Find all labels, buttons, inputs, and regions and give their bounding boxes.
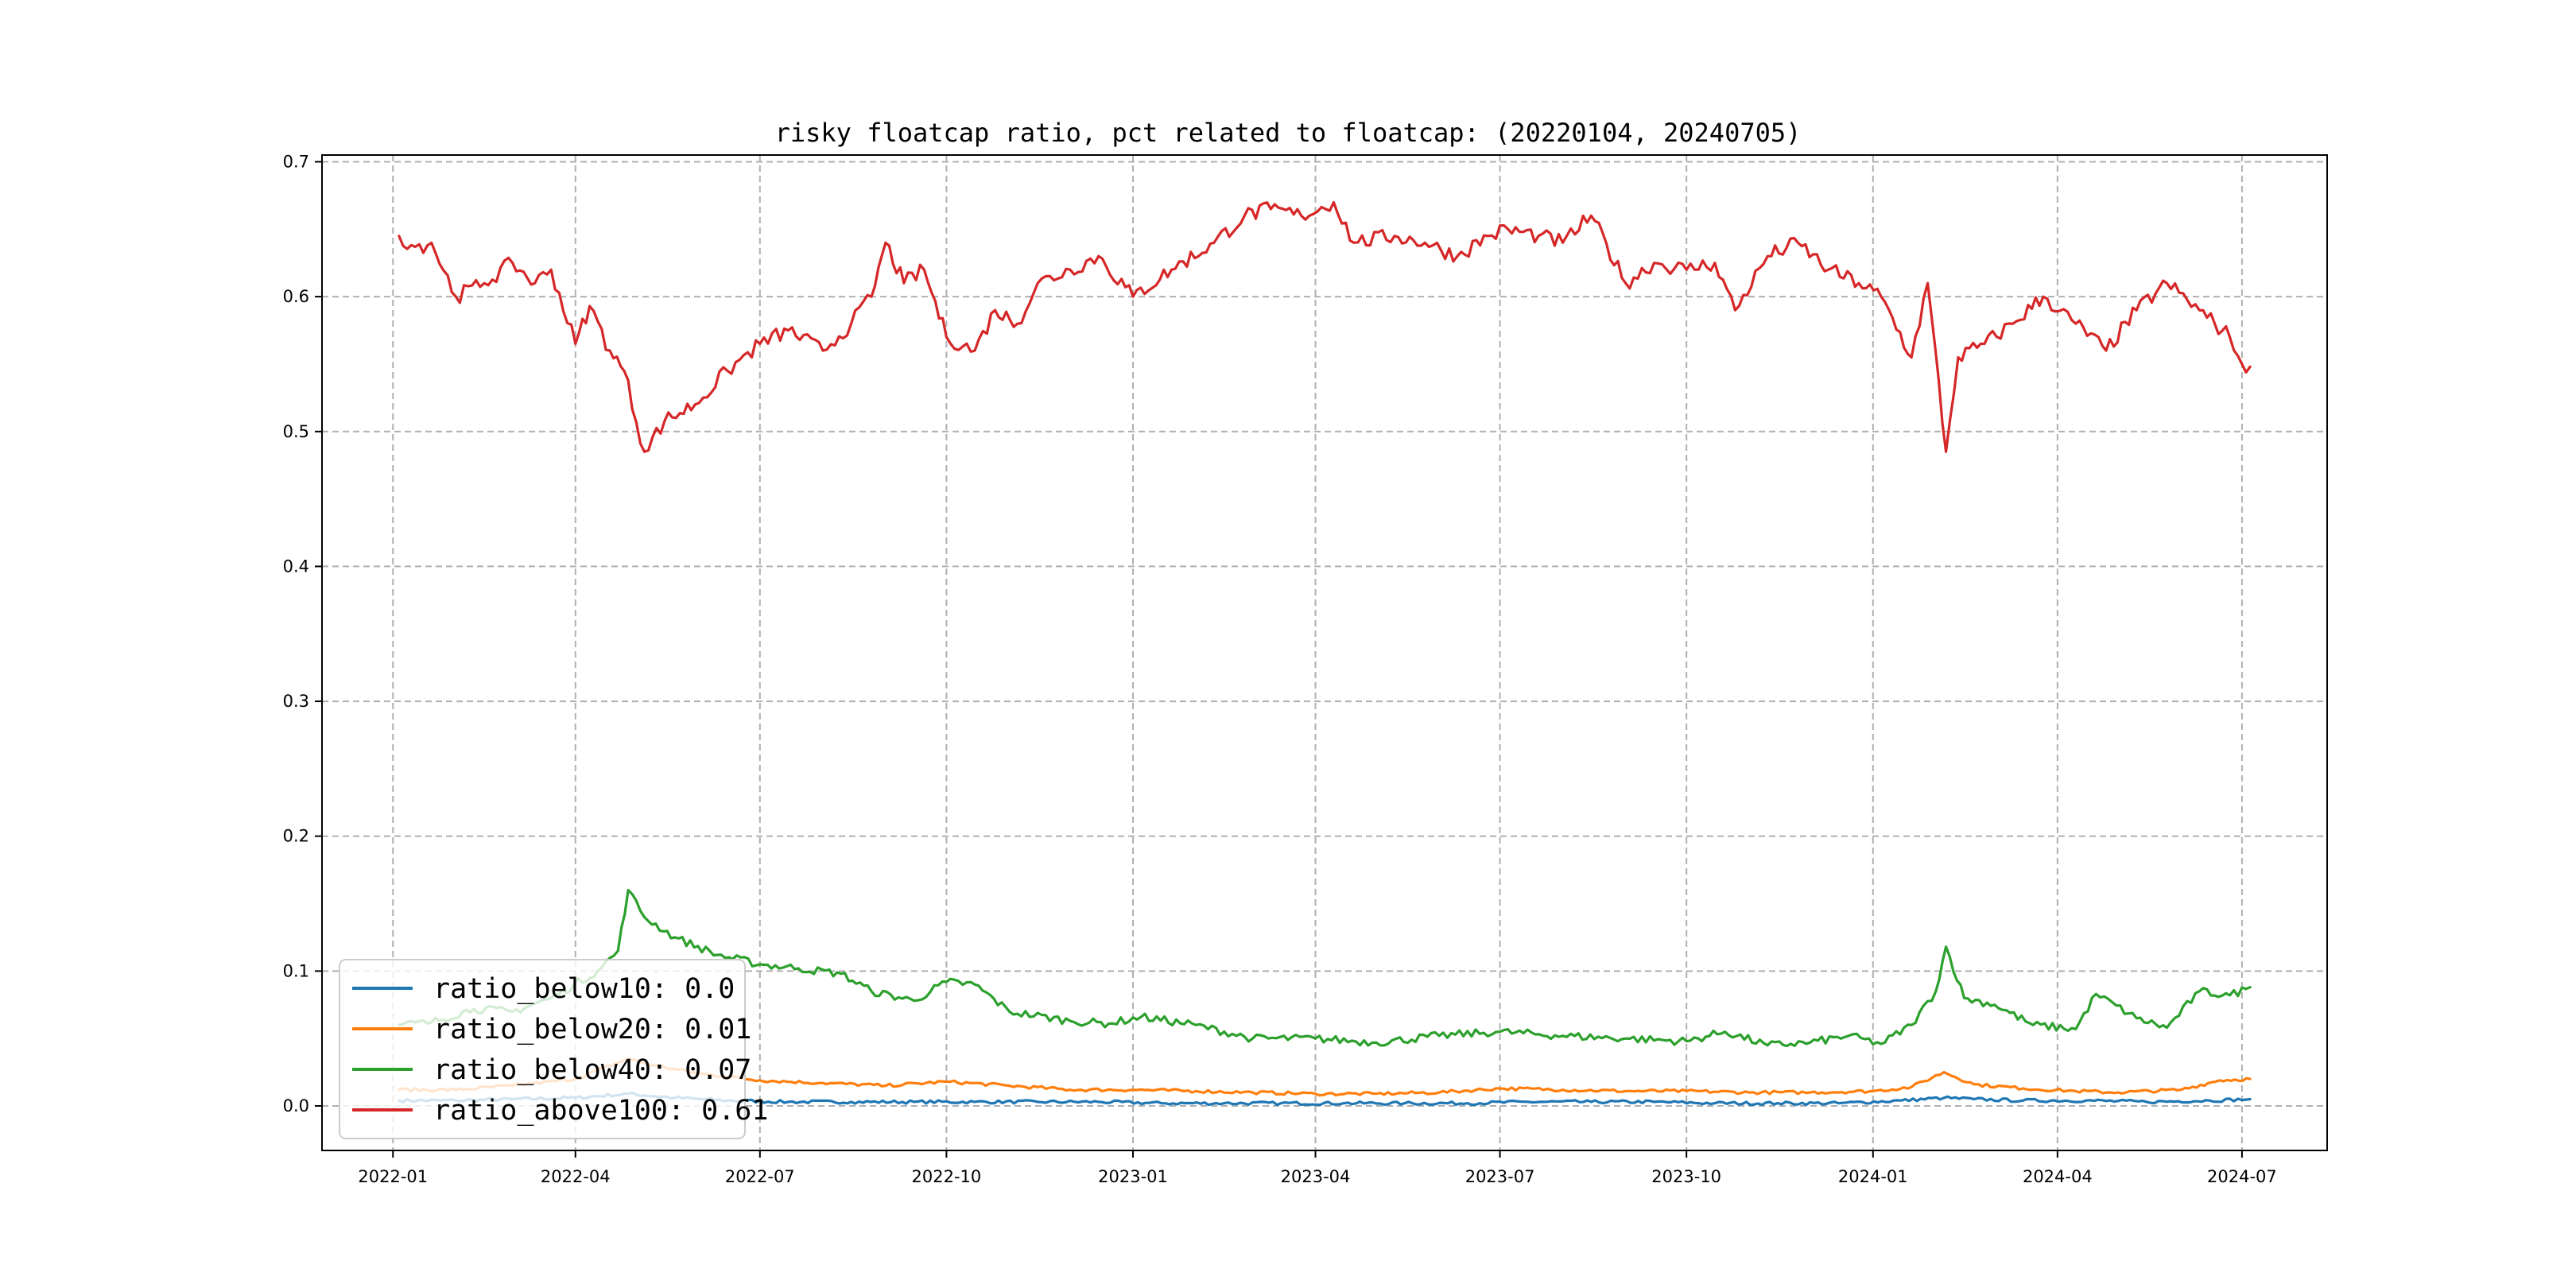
x-tick-label: 2024-04 [2023, 1167, 2093, 1186]
legend-box [339, 959, 746, 1139]
x-tick-label: 2024-07 [2207, 1167, 2277, 1186]
y-tick-label: 0.1 [283, 961, 309, 980]
x-tick-label: 2022-04 [541, 1167, 611, 1186]
y-tick-label: 0.3 [283, 692, 309, 711]
legend: ratio_below10: 0.0 ratio_below20: 0.01 rat… [339, 959, 768, 1139]
series-line-3 [398, 889, 2252, 1048]
x-tick-label: 2023-04 [1281, 1167, 1351, 1186]
legend-label: ratio_below40: 0.07 [433, 1054, 751, 1086]
y-tick-label: 0.2 [283, 827, 309, 846]
x-tick-label: 2023-07 [1465, 1167, 1535, 1186]
y-tick-label: 0.7 [283, 152, 309, 171]
x-tick-label: 2022-07 [725, 1167, 795, 1186]
y-tick-label: 0.6 [283, 287, 309, 306]
x-tick-label: 2023-01 [1098, 1167, 1168, 1186]
x-tick-label: 2022-10 [912, 1167, 982, 1186]
y-tick-label: 0.4 [283, 557, 309, 576]
legend-label: ratio_above100: 0.61 [433, 1095, 768, 1127]
x-tick-label: 2023-10 [1651, 1167, 1721, 1186]
legend-label: ratio_below10: 0.0 [433, 973, 735, 1005]
plot-area-frame [321, 154, 2328, 1151]
series-line-4 [398, 200, 2252, 453]
y-axis: 0.0 0.1 0.2 0.3 0.4 0.5 0.6 0.7 [283, 152, 322, 1115]
x-tick-label: 2024-01 [1838, 1167, 1908, 1186]
x-axis: 2022-01 2022-04 2022-07 2022-10 2023-01 2023-… [358, 1150, 2277, 1186]
chart-title: risky floatcap ratio, pct related to flo… [775, 118, 1802, 148]
y-tick-label: 0.0 [283, 1096, 309, 1115]
y-tick-label: 0.5 [283, 422, 309, 441]
legend-label: ratio_below20: 0.01 [433, 1014, 751, 1046]
x-tick-label: 2022-01 [358, 1167, 428, 1186]
